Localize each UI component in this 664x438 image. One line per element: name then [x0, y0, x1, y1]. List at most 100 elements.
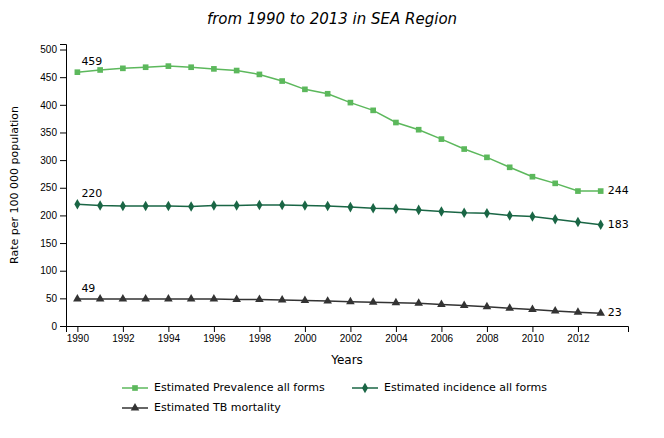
- series-line: [77, 66, 600, 191]
- x-tick-label: 2010: [522, 333, 545, 344]
- y-tick-label: 50: [46, 293, 58, 304]
- y-tick-mark: [60, 298, 66, 299]
- y-tick: 350: [40, 127, 66, 138]
- legend-marker: [131, 403, 140, 410]
- series-point: [232, 294, 241, 301]
- y-tick-label: 0: [51, 321, 57, 332]
- series-point: [188, 201, 194, 212]
- series-point: [120, 66, 126, 72]
- legend: Estimated Prevalence all forms Estimated …: [122, 381, 547, 414]
- series-point: [234, 200, 240, 211]
- series-point: [414, 298, 423, 305]
- series-point: [75, 69, 81, 75]
- x-tick: 1990: [67, 326, 90, 344]
- series-point: [143, 64, 149, 70]
- x-tick-label: 2002: [340, 333, 363, 344]
- x-axis: 1990199219941996199820002002200420062008…: [67, 326, 629, 344]
- y-tick-mark: [60, 326, 66, 327]
- y-axis: 0 50 100 150 200 250 300 350 400 450 500: [40, 44, 66, 331]
- x-tick-mark: [396, 326, 397, 332]
- series-point: [120, 201, 126, 212]
- x-tick-label: 2012: [567, 333, 590, 344]
- annotation: 183: [608, 218, 629, 231]
- series-point: [596, 308, 605, 315]
- y-tick-label: 300: [40, 155, 57, 166]
- series-point: [348, 100, 354, 106]
- series-point: [575, 217, 581, 228]
- x-tick-mark: [305, 326, 306, 332]
- series-point: [325, 91, 331, 97]
- x-tick: 2006: [431, 326, 454, 344]
- y-tick-mark: [60, 132, 66, 133]
- y-tick-label: 200: [40, 210, 57, 221]
- x-tick-mark: [532, 326, 533, 332]
- series-point: [301, 296, 310, 303]
- annotation: 244: [608, 184, 629, 197]
- y-tick-mark: [60, 215, 66, 216]
- y-tick-label: 400: [40, 100, 57, 111]
- series-point: [97, 200, 103, 211]
- legend-label: Estimated incidence all forms: [384, 381, 547, 394]
- series-point: [552, 181, 558, 187]
- series-point: [393, 120, 399, 126]
- series-point: [279, 200, 285, 211]
- series-point: [325, 201, 331, 212]
- y-tick-label: 100: [40, 265, 57, 276]
- series-point: [507, 164, 513, 170]
- x-tick-label: 2004: [385, 333, 408, 344]
- series-point: [598, 188, 604, 194]
- series-point: [257, 72, 263, 78]
- annotation: 23: [608, 306, 622, 319]
- legend-label: Estimated TB mortality: [154, 401, 281, 414]
- x-tick-mark: [578, 326, 579, 332]
- x-tick: 2000: [294, 326, 317, 344]
- series-point: [302, 87, 308, 93]
- y-tick: 50: [46, 293, 66, 304]
- series-point: [370, 108, 376, 114]
- x-tick-mark: [214, 326, 215, 332]
- x-tick-label: 2000: [294, 333, 317, 344]
- series-point: [529, 211, 535, 222]
- y-tick: 0: [51, 321, 66, 332]
- y-axis-line: [60, 45, 67, 327]
- x-tick-mark: [487, 326, 488, 332]
- series-point: [575, 188, 581, 194]
- x-tick-mark: [350, 326, 351, 332]
- series-point: [528, 304, 537, 311]
- x-tick-mark: [259, 326, 260, 332]
- series-point: [165, 201, 171, 212]
- series-point: [483, 302, 492, 309]
- series-point: [393, 204, 399, 215]
- series-point: [73, 294, 82, 301]
- annotation: 49: [81, 282, 95, 295]
- series-point: [210, 294, 219, 301]
- series-point: [279, 78, 285, 84]
- series-point: [484, 208, 490, 219]
- legend-item: Estimated Prevalence all forms: [122, 381, 325, 394]
- y-tick-label: 350: [40, 127, 57, 138]
- x-tick-label: 1998: [249, 333, 272, 344]
- y-tick: 500: [40, 44, 66, 55]
- series-point: [143, 201, 149, 212]
- y-tick-mark: [60, 50, 66, 51]
- annotation: 220: [81, 187, 102, 200]
- series-point: [369, 297, 378, 304]
- y-tick: 250: [40, 182, 66, 193]
- series-point: [551, 306, 560, 313]
- series-point: [439, 136, 445, 142]
- y-tick: 400: [40, 100, 66, 111]
- x-tick: 2008: [476, 326, 499, 344]
- series-point: [74, 199, 80, 210]
- y-tick-label: 150: [40, 238, 57, 249]
- x-tick: 2004: [385, 326, 408, 344]
- y-tick-label: 450: [40, 72, 57, 83]
- y-tick: 300: [40, 155, 66, 166]
- series-point: [505, 303, 514, 310]
- series-point: [255, 294, 264, 301]
- series-point: [438, 206, 444, 217]
- x-tick: 1994: [158, 326, 181, 344]
- series-point: [119, 294, 128, 301]
- plot-area: [73, 63, 605, 315]
- legend-marker: [132, 385, 138, 391]
- series-point: [416, 127, 422, 133]
